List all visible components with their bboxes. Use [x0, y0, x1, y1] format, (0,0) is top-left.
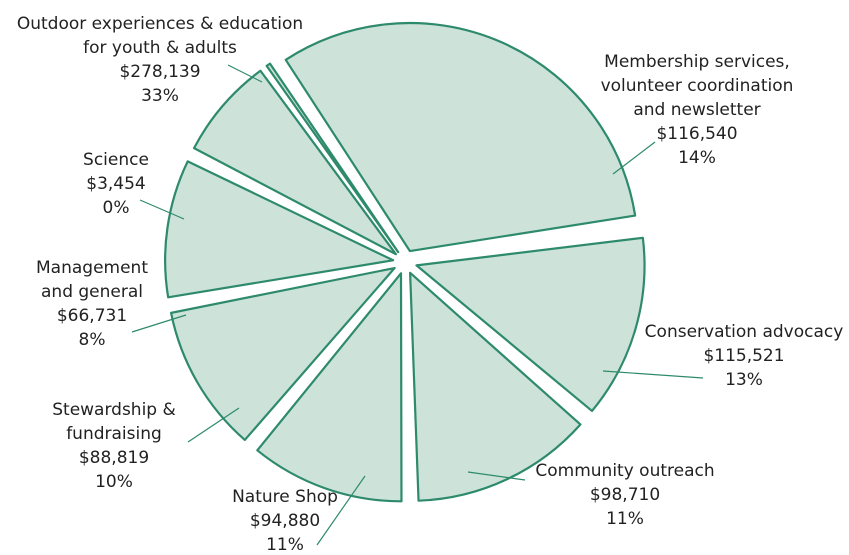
slice-amount-membership: $116,540 — [656, 124, 737, 144]
slice-amount-nature-shop: $94,880 — [250, 511, 320, 531]
slice-label-stewardship: Stewardship & fundraising $88,819 10% — [52, 400, 176, 492]
pie-slice-community — [256, 272, 403, 503]
leader-line-conservation — [602, 370, 704, 379]
pie-slice-membership — [415, 236, 646, 413]
pie-slice-nature-shop — [169, 266, 396, 442]
slice-label-science: Science $3,454 0% — [83, 150, 149, 218]
slice-category-management: and general — [41, 282, 143, 302]
slice-category-membership: volunteer coordination — [601, 76, 794, 96]
slice-category-management: Management — [36, 258, 148, 278]
pie-slice-management — [192, 69, 397, 256]
leader-line-science — [139, 199, 185, 220]
slice-percent-management: 8% — [79, 330, 106, 350]
slice-percent-membership: 14% — [678, 148, 716, 168]
slice-category-community: Community outreach — [535, 461, 714, 481]
slice-labels: Outdoor experiences & education for youth… — [17, 14, 843, 555]
slice-label-conservation: Conservation advocacy $115,521 13% — [645, 322, 844, 390]
pie-slice-conservation — [409, 271, 582, 502]
slice-label-community: Community outreach $98,710 11% — [535, 461, 714, 529]
leader-line-stewardship — [187, 407, 240, 443]
slice-category-outdoor: for youth & adults — [83, 38, 237, 58]
slice-label-management: Management and general $66,731 8% — [36, 258, 148, 350]
slice-percent-conservation: 13% — [725, 370, 763, 390]
leader-lines — [131, 64, 704, 546]
slice-amount-stewardship: $88,819 — [79, 448, 149, 468]
pie-slice-stewardship — [164, 160, 395, 299]
slice-category-outdoor: Outdoor experiences & education — [17, 14, 303, 34]
slice-amount-conservation: $115,521 — [703, 346, 784, 366]
slice-category-nature-shop: Nature Shop — [232, 487, 338, 507]
leader-line-community — [467, 471, 526, 481]
pie-slice-science — [265, 62, 400, 254]
slice-amount-science: $3,454 — [86, 174, 145, 194]
slice-category-conservation: Conservation advocacy — [645, 322, 844, 342]
pie-slices — [164, 21, 646, 503]
slice-percent-stewardship: 10% — [95, 472, 133, 492]
slice-category-stewardship: Stewardship & — [52, 400, 176, 420]
slice-percent-science: 0% — [103, 198, 130, 218]
slice-label-nature-shop: Nature Shop $94,880 11% — [232, 487, 338, 555]
leader-line-management — [131, 314, 187, 333]
slice-label-membership: Membership services, volunteer coordinati… — [601, 52, 794, 168]
pie-slice-outdoor — [284, 21, 637, 253]
slice-amount-community: $98,710 — [590, 485, 660, 505]
slice-amount-management: $66,731 — [57, 306, 127, 326]
leader-line-nature-shop — [316, 475, 366, 546]
slice-percent-outdoor: 33% — [141, 86, 179, 106]
leader-line-outdoor — [227, 64, 263, 83]
slice-percent-nature-shop: 11% — [266, 535, 304, 555]
slice-percent-community: 11% — [606, 509, 644, 529]
slice-category-stewardship: fundraising — [66, 424, 162, 444]
slice-label-outdoor: Outdoor experiences & education for youth… — [17, 14, 303, 106]
slice-amount-outdoor: $278,139 — [119, 62, 200, 82]
slice-category-science: Science — [83, 150, 149, 170]
slice-category-membership: and newsletter — [633, 100, 760, 120]
slice-category-membership: Membership services, — [604, 52, 790, 72]
leader-line-membership — [612, 141, 656, 175]
